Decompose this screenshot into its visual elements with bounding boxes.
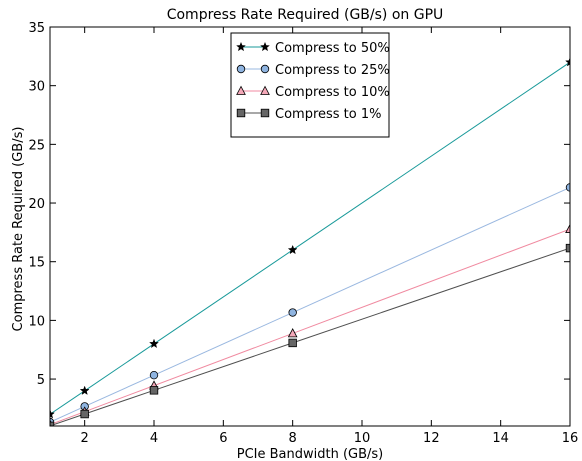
y-tick-label: 25 [28, 138, 45, 153]
legend-marker [260, 85, 270, 95]
data-point-0 [79, 385, 90, 396]
legend: Compress to 50% Compress to 25% Compress t… [230, 32, 390, 138]
data-point-3 [288, 338, 297, 348]
x-tick-label: 6 [219, 431, 227, 446]
series-line-1 [50, 186, 570, 423]
data-point-3 [565, 243, 570, 253]
legend-marker [260, 64, 270, 74]
x-tick-label: 8 [289, 431, 297, 446]
x-tick-label: 10 [354, 431, 371, 446]
series-line-2 [50, 228, 570, 426]
x-tick-label: 16 [562, 431, 579, 446]
data-point-1 [149, 370, 159, 380]
x-tick-label: 2 [81, 431, 89, 446]
x-tick-label: 12 [423, 431, 440, 446]
chart-title: Compress Rate Required (GB/s) on GPU [167, 7, 444, 23]
data-point-0 [287, 244, 298, 255]
legend-label: Compress to 25% [275, 63, 390, 78]
data-point-3 [80, 409, 89, 419]
legend-marker [260, 108, 270, 118]
legend-label: Compress to 50% [275, 41, 390, 56]
y-axis-title: Compress Rate Required (GB/s) [11, 127, 26, 332]
legend-marker [236, 85, 246, 95]
x-axis-title: PCIe Bandwidth (GB/s) [237, 447, 384, 461]
y-tick-label: 5 [37, 373, 45, 388]
data-point-2 [565, 223, 570, 233]
legend-marker [236, 108, 246, 118]
legend-marker [260, 41, 270, 52]
data-point-0 [565, 57, 570, 67]
data-point-3 [149, 386, 159, 395]
data-point-1 [288, 308, 297, 317]
legend-label: Compress to 10% [275, 85, 390, 100]
x-tick-label: 14 [492, 431, 509, 446]
series-line-3 [50, 247, 570, 426]
x-tick-label: 4 [150, 431, 158, 446]
data-point-0 [50, 409, 55, 419]
y-tick-label: 10 [28, 314, 45, 329]
y-tick-label: 35 [28, 21, 45, 36]
legend-marker [236, 41, 246, 52]
legend-label: Compress to 1% [275, 107, 382, 122]
data-point-1 [565, 183, 570, 192]
legend-box [230, 32, 390, 138]
data-point-2 [287, 328, 298, 338]
axis-ticks: 2 4 6 8 10 12 14 16 5 10 15 20 25 30 35 [28, 21, 578, 446]
y-tick-label: 30 [28, 80, 45, 95]
y-tick-label: 15 [28, 256, 45, 271]
data-point-0 [149, 338, 159, 349]
plot-frame [49, 26, 571, 427]
legend-marker [236, 64, 246, 74]
y-tick-label: 20 [28, 197, 45, 212]
